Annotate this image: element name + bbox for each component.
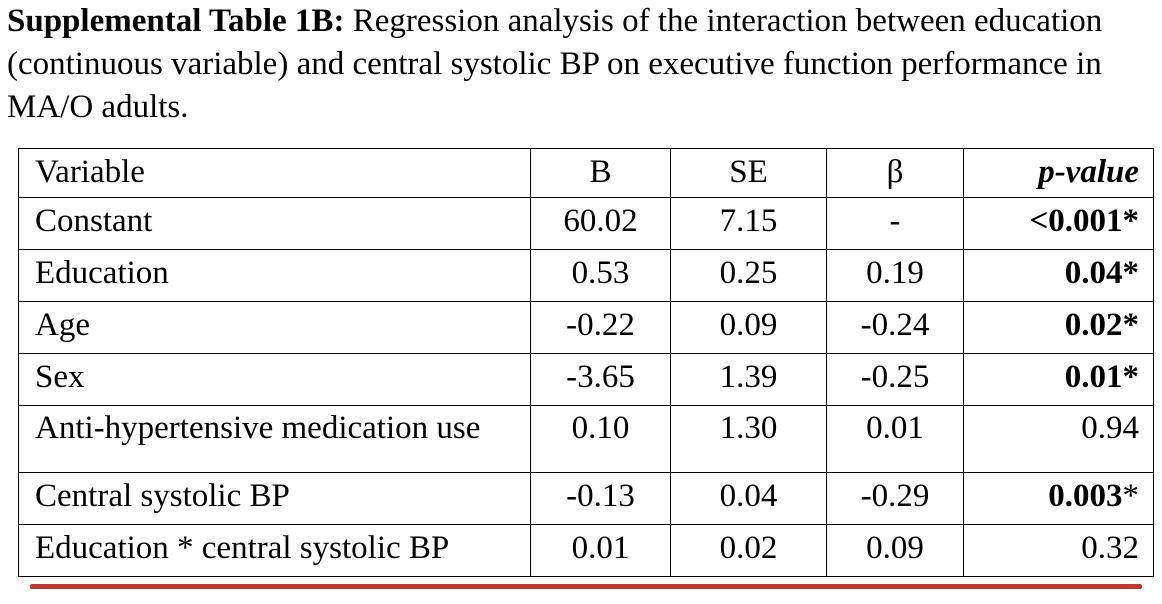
caption-lead: Supplemental Table 1B: bbox=[7, 3, 345, 39]
p-value-text: 0.003 bbox=[1048, 478, 1123, 514]
p-value-text: 0.02* bbox=[1064, 307, 1139, 343]
table-caption: Supplemental Table 1B: Regression analys… bbox=[7, 0, 1157, 129]
cell-se: 0.02 bbox=[670, 524, 827, 577]
cell-b: 0.53 bbox=[530, 249, 671, 302]
cell-variable: Education bbox=[18, 249, 531, 302]
cell-beta: 0.19 bbox=[826, 249, 964, 302]
cell-variable: Sex bbox=[18, 353, 531, 406]
cell-beta: 0.01 bbox=[826, 405, 964, 473]
cell-variable: Central systolic BP bbox=[18, 472, 531, 525]
table-row: Central systolic BP -0.13 0.04 -0.29 0.003* bbox=[18, 472, 1154, 525]
cell-b: -0.13 bbox=[530, 472, 671, 525]
p-value-asterisk: * bbox=[1122, 478, 1140, 514]
header-se: SE bbox=[670, 148, 827, 198]
table-row: Constant 60.02 7.15- <0.001* bbox=[18, 197, 1154, 250]
cell-beta: - bbox=[826, 197, 964, 250]
header-beta: β bbox=[826, 148, 964, 198]
cell-beta: -0.24 bbox=[826, 301, 964, 354]
cell-variable: Anti-hypertensive medication use bbox=[18, 405, 531, 473]
table-row: Sex -3.65 1.39 -0.25 0.01* bbox=[18, 353, 1154, 406]
header-variable: Variable bbox=[18, 148, 531, 198]
cell-p-value: 0.01* bbox=[963, 353, 1154, 406]
p-value-text: 0.01* bbox=[1064, 359, 1139, 395]
cell-beta: 0.09 bbox=[826, 524, 964, 577]
cell-se: 7.15 bbox=[670, 197, 827, 250]
cell-b: 60.02 bbox=[530, 197, 671, 250]
p-value-text: <0.001* bbox=[1029, 203, 1139, 239]
regression-table: Variable B SE β p-value Constant 60.02 7.1… bbox=[18, 148, 1154, 577]
cell-b: 0.10 bbox=[530, 405, 671, 473]
cell-se: 1.39 bbox=[670, 353, 827, 406]
cell-se: 0.09 bbox=[670, 301, 827, 354]
table-row: Anti-hypertensive medication use 0.10 1.30… bbox=[18, 405, 1154, 473]
cell-p-value: 0.04* bbox=[963, 249, 1154, 302]
cell-variable: Age bbox=[18, 301, 531, 354]
cell-p-value: 0.02* bbox=[963, 301, 1154, 354]
header-p-value: p-value bbox=[963, 148, 1154, 198]
cell-b: 0.01 bbox=[530, 524, 671, 577]
cell-se: 0.04 bbox=[670, 472, 827, 525]
cell-se: 0.25 bbox=[670, 249, 827, 302]
cell-p-value: 0.32 bbox=[963, 524, 1154, 577]
caption-text: Regression analysis of the interaction b… bbox=[7, 3, 1103, 125]
cell-p-value: <0.001* bbox=[963, 197, 1154, 250]
table-row: Education 0.53 0.25 0.19 0.04* bbox=[18, 249, 1154, 302]
cell-beta: -0.29 bbox=[826, 472, 964, 525]
header-b: B bbox=[530, 148, 671, 198]
cell-p-value: 0.003* bbox=[963, 472, 1154, 525]
cell-variable: Education * central systolic BP bbox=[18, 524, 531, 577]
p-value-text: 0.04* bbox=[1064, 255, 1139, 291]
red-underline-annotation bbox=[30, 584, 1142, 589]
cell-p-value: 0.94 bbox=[963, 405, 1154, 473]
table-header-row: Variable B SE β p-value bbox=[18, 148, 1154, 198]
table-body: Constant 60.02 7.15- <0.001* Education 0.53 0.… bbox=[18, 197, 1154, 577]
p-value-text: 0.94 bbox=[1081, 410, 1139, 446]
cell-se: 1.30 bbox=[670, 405, 827, 473]
table-row: Education * central systolic BP 0.01 0.02 0… bbox=[18, 524, 1154, 577]
p-value-text: 0.32 bbox=[1081, 530, 1139, 566]
cell-variable: Constant bbox=[18, 197, 531, 250]
cell-b: -3.65 bbox=[530, 353, 671, 406]
cell-beta: -0.25 bbox=[826, 353, 964, 406]
cell-b: -0.22 bbox=[530, 301, 671, 354]
table-row: Age -0.22 0.09 -0.24 0.02* bbox=[18, 301, 1154, 354]
